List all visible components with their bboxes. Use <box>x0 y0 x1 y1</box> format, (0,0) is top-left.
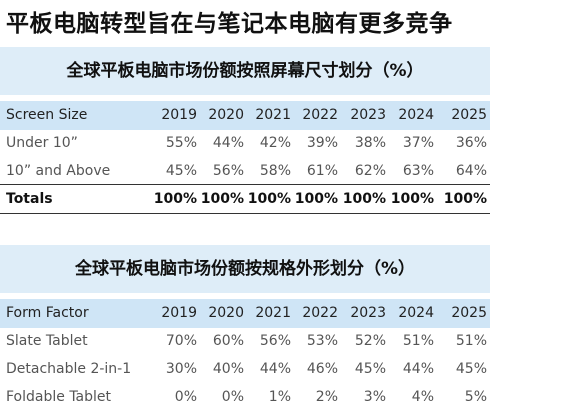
table-cell: Totals <box>6 191 53 207</box>
table-cell: 45% <box>455 361 487 377</box>
table-cell: 44% <box>402 361 434 377</box>
header-cell: 2021 <box>255 107 291 123</box>
table-cell: 40% <box>212 361 244 377</box>
table-cell: Slate Tablet <box>6 333 88 349</box>
table-cell: 64% <box>455 163 487 179</box>
table-cell: 37% <box>402 135 434 151</box>
header-cell: 2022 <box>302 305 338 321</box>
table-cell: 4% <box>411 389 434 405</box>
table-cell: 36% <box>455 135 487 151</box>
table-cell: 100% <box>443 191 487 207</box>
header-row <box>0 299 490 328</box>
table-cell: 55% <box>165 135 197 151</box>
header-cell: 2019 <box>161 305 197 321</box>
table-cell: 46% <box>306 361 338 377</box>
table-cell: 5% <box>464 389 487 405</box>
table-cell: 70% <box>165 333 197 349</box>
header-cell: Screen Size <box>6 107 88 123</box>
total-rule <box>0 213 490 214</box>
table-cell: 58% <box>259 163 291 179</box>
table-cell: 100% <box>342 191 386 207</box>
table-banner <box>0 47 490 95</box>
table-cell: 10” and Above <box>6 163 111 179</box>
table-cell: 38% <box>354 135 386 151</box>
header-cell: 2025 <box>451 107 487 123</box>
table-cell: 52% <box>354 333 386 349</box>
header-cell: 2019 <box>161 107 197 123</box>
table-cell: 2% <box>315 389 338 405</box>
page: {"title": "平板电脑转型旨在与笔记本电脑有更多竞争", "tables… <box>0 11 490 405</box>
table-cell: 1% <box>268 389 291 405</box>
table-cell: 53% <box>306 333 338 349</box>
header-cell: 2020 <box>208 305 244 321</box>
table-cell: 62% <box>354 163 386 179</box>
table-cell: 51% <box>455 333 487 349</box>
table-cell: 3% <box>363 389 386 405</box>
table-caption: 全球平板电脑市场份额按规格外形划分（%） <box>74 259 416 279</box>
table-cell: Under 10” <box>6 135 78 151</box>
table-cell: 61% <box>306 163 338 179</box>
table-cell: 45% <box>354 361 386 377</box>
header-cell: 2023 <box>350 107 386 123</box>
header-cell: 2024 <box>398 107 434 123</box>
table-cell: 0% <box>221 389 244 405</box>
page-title: 平板电脑转型旨在与笔记本电脑有更多竞争 <box>6 11 453 37</box>
table-cell: 42% <box>259 135 291 151</box>
table-cell: Detachable 2-in-1 <box>6 361 132 377</box>
table-cell: 60% <box>212 333 244 349</box>
table-cell: 39% <box>306 135 338 151</box>
table-cell: 63% <box>402 163 434 179</box>
table-cell: 44% <box>212 135 244 151</box>
total-rule <box>0 184 490 185</box>
table-cell: 100% <box>247 191 291 207</box>
table-caption: 全球平板电脑市场份额按照屏幕尺寸划分（%） <box>66 61 424 81</box>
table-cell: 45% <box>165 163 197 179</box>
header-row <box>0 101 490 130</box>
header-cell: 2021 <box>255 305 291 321</box>
table-cell: 100% <box>390 191 434 207</box>
header-cell: 2020 <box>208 107 244 123</box>
table-banner <box>0 245 490 293</box>
header-cell: 2025 <box>451 305 487 321</box>
table-cell: Foldable Tablet <box>6 389 112 405</box>
header-cell: 2024 <box>398 305 434 321</box>
header-cell: 2022 <box>302 107 338 123</box>
table-cell: 44% <box>259 361 291 377</box>
table-cell: 100% <box>200 191 244 207</box>
table-cell: 56% <box>259 333 291 349</box>
table-cell: 56% <box>212 163 244 179</box>
table-cell: 30% <box>165 361 197 377</box>
table-cell: 51% <box>402 333 434 349</box>
table-cell: 0% <box>174 389 197 405</box>
table-cell: 100% <box>294 191 338 207</box>
header-cell: 2023 <box>350 305 386 321</box>
table-cell: 100% <box>153 191 197 207</box>
header-cell: Form Factor <box>6 305 89 321</box>
